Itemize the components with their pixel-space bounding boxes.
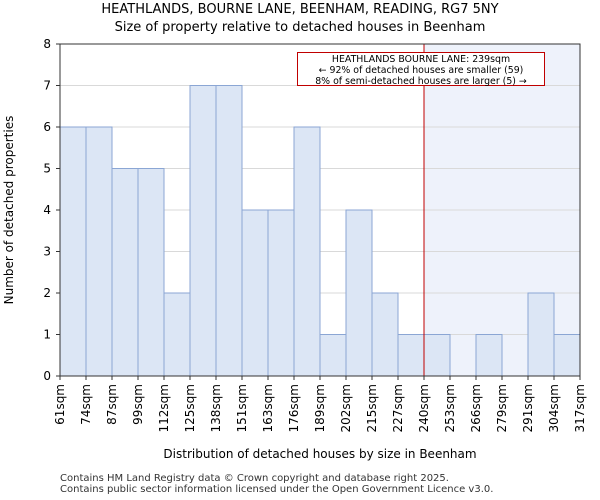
bar-227sqm bbox=[397, 334, 425, 377]
x-tick-label: 240sqm bbox=[417, 384, 431, 432]
annotation-line-1: HEATHLANDS BOURNE LANE: 239sqm bbox=[331, 54, 511, 65]
bar-61sqm bbox=[59, 126, 87, 377]
bar-240sqm bbox=[423, 334, 451, 377]
x-axis-label: Distribution of detached houses by size … bbox=[163, 447, 476, 461]
chart-title: HEATHLANDS, BOURNE LANE, BEENHAM, READIN… bbox=[101, 2, 499, 17]
x-tick-label: 61sqm bbox=[53, 384, 67, 425]
y-tick-label: 3 bbox=[43, 245, 51, 259]
x-tick-label: 317sqm bbox=[573, 384, 587, 432]
bar-291sqm bbox=[527, 292, 555, 377]
x-tick-label: 266sqm bbox=[469, 384, 483, 432]
bar-151sqm bbox=[241, 209, 269, 377]
property-annotation-box: HEATHLANDS BOURNE LANE: 239sqm ← 92% of … bbox=[297, 52, 545, 87]
y-tick-label: 4 bbox=[43, 203, 51, 217]
y-tick-label: 6 bbox=[43, 120, 51, 134]
x-tick-label: 202sqm bbox=[339, 384, 353, 432]
x-tick-label: 125sqm bbox=[183, 384, 197, 432]
bar-215sqm bbox=[371, 292, 399, 377]
x-tick-label: 151sqm bbox=[235, 384, 249, 432]
chart-subtitle: Size of property relative to detached ho… bbox=[114, 20, 486, 35]
annotation-line-3: 8% of semi-detached houses are larger (5… bbox=[315, 76, 527, 87]
bar-125sqm bbox=[189, 85, 217, 377]
footer-line-1: Contains HM Land Registry data © Crown c… bbox=[60, 473, 449, 484]
bar-202sqm bbox=[345, 209, 373, 377]
y-tick-label: 7 bbox=[43, 79, 51, 93]
bar-99sqm bbox=[137, 168, 165, 377]
x-tick-label: 99sqm bbox=[131, 384, 145, 425]
x-tick-label: 189sqm bbox=[313, 384, 327, 432]
bar-189sqm bbox=[319, 334, 347, 377]
x-tick-label: 215sqm bbox=[365, 384, 379, 432]
x-tick-label: 291sqm bbox=[521, 384, 535, 432]
annotation-line-2: ← 92% of detached houses are smaller (59… bbox=[318, 65, 524, 76]
bar-266sqm bbox=[475, 334, 503, 377]
bar-87sqm bbox=[111, 168, 139, 377]
bar-304sqm bbox=[553, 334, 581, 377]
y-axis-label: Number of detached properties bbox=[2, 116, 16, 305]
x-tick-label: 304sqm bbox=[547, 384, 561, 432]
x-tick-label: 74sqm bbox=[79, 384, 93, 425]
y-tick-label: 5 bbox=[43, 162, 51, 176]
x-tick-label: 163sqm bbox=[261, 384, 275, 432]
bar-138sqm bbox=[215, 85, 243, 377]
x-tick-label: 176sqm bbox=[287, 384, 301, 432]
y-tick-label: 8 bbox=[43, 37, 51, 51]
x-tick-label: 279sqm bbox=[495, 384, 509, 432]
footer-line-2: Contains public sector information licen… bbox=[60, 484, 494, 495]
x-tick-label: 138sqm bbox=[209, 384, 223, 432]
x-tick-label: 253sqm bbox=[443, 384, 457, 432]
x-tick-label: 87sqm bbox=[105, 384, 119, 425]
bar-112sqm bbox=[163, 292, 191, 377]
y-tick-label: 0 bbox=[43, 369, 51, 383]
y-tick-label: 2 bbox=[43, 286, 51, 300]
x-tick-label: 112sqm bbox=[157, 384, 171, 432]
bar-74sqm bbox=[85, 126, 113, 377]
x-tick-label: 227sqm bbox=[391, 384, 405, 432]
bar-163sqm bbox=[267, 209, 295, 377]
y-tick-label: 1 bbox=[43, 328, 51, 342]
bar-176sqm bbox=[293, 126, 321, 377]
